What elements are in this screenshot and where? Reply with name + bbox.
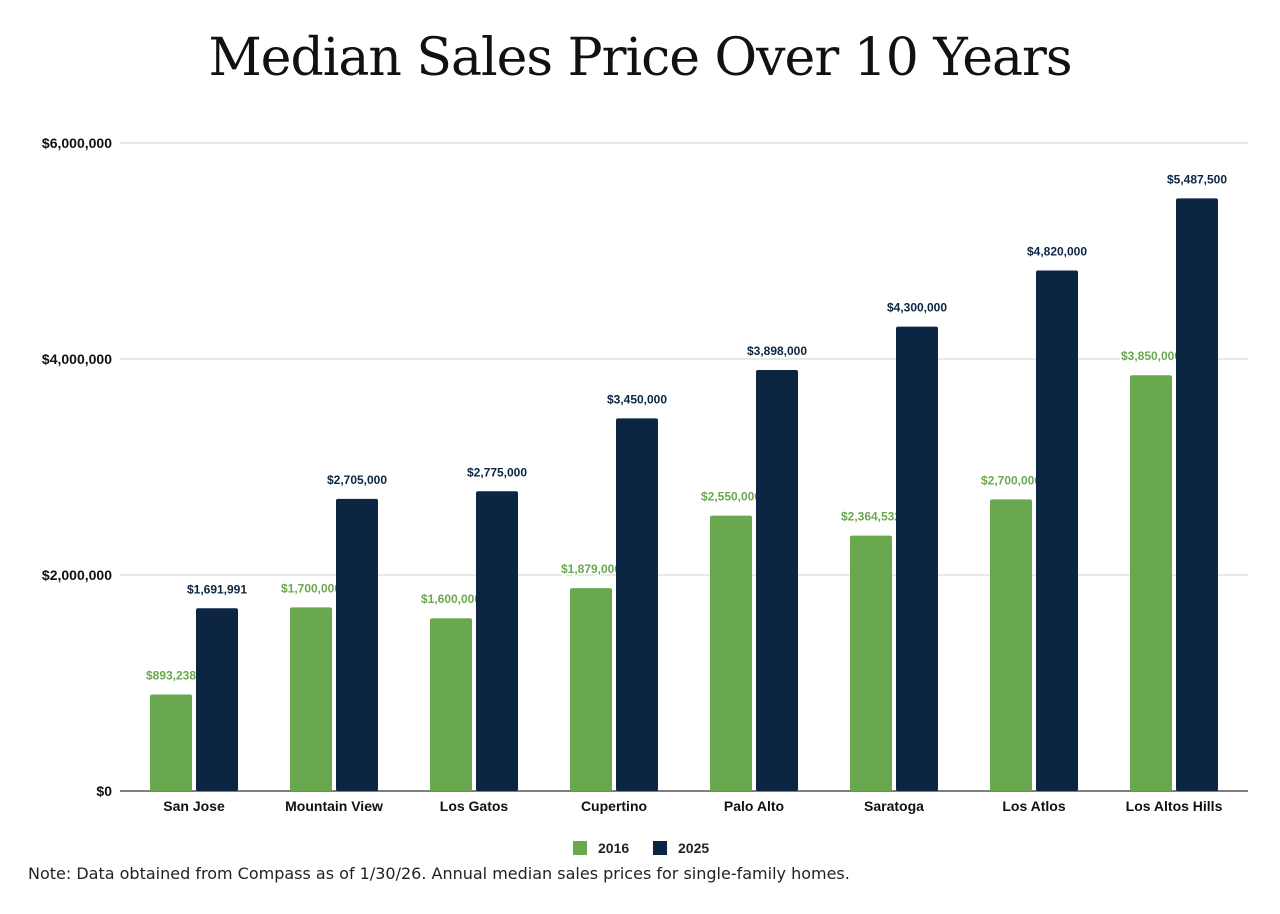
data-label: $4,820,000	[1027, 244, 1087, 258]
data-label: $2,550,000	[701, 490, 761, 504]
y-tick-label: $2,000,000	[42, 567, 112, 583]
data-label: $2,700,000	[981, 473, 1041, 487]
bar-2025-3	[616, 418, 658, 791]
x-tick-label: Cupertino	[581, 798, 647, 814]
data-label: $1,879,000	[561, 562, 621, 576]
y-tick-label: $0	[96, 783, 112, 799]
data-label: $3,898,000	[747, 344, 807, 358]
legend-label: 2016	[598, 840, 629, 856]
data-label: $2,364,532	[841, 510, 901, 524]
bar-2025-0	[196, 608, 238, 791]
data-label: $893,238	[146, 669, 196, 683]
data-label: $1,691,991	[187, 582, 247, 596]
data-label: $5,487,500	[1167, 172, 1227, 186]
legend-label: 2025	[678, 840, 709, 856]
bar-2025-4	[756, 370, 798, 791]
data-label: $2,705,000	[327, 473, 387, 487]
bar-2016-7	[1130, 375, 1172, 791]
x-tick-label: Los Altos Hills	[1126, 798, 1223, 814]
bar-2025-5	[896, 326, 938, 791]
bar-2016-0	[150, 694, 192, 791]
data-label: $1,600,000	[421, 592, 481, 606]
bar-2016-2	[430, 618, 472, 791]
footnote: Note: Data obtained from Compass as of 1…	[28, 864, 850, 883]
bar-2025-6	[1036, 270, 1078, 791]
x-tick-label: Los Atlos	[1002, 798, 1065, 814]
bar-2016-6	[990, 499, 1032, 791]
data-label: $3,450,000	[607, 392, 667, 406]
x-tick-label: Saratoga	[864, 798, 924, 814]
bar-2025-1	[336, 498, 378, 791]
bar-2016-5	[850, 535, 892, 791]
data-label: $4,300,000	[887, 301, 947, 315]
bar-2025-7	[1176, 198, 1218, 792]
x-tick-label: Los Gatos	[440, 798, 509, 814]
y-tick-label: $4,000,000	[42, 351, 112, 367]
chart-title: Median Sales Price Over 10 Years	[208, 28, 1072, 88]
y-tick-label: $6,000,000	[42, 135, 112, 151]
x-tick-label: San Jose	[163, 798, 225, 814]
bar-2016-3	[570, 588, 612, 791]
x-tick-label: Mountain View	[285, 798, 383, 814]
bar-2025-2	[476, 491, 518, 791]
data-label: $3,850,000	[1121, 349, 1181, 363]
legend-swatch-2025	[653, 841, 667, 855]
legend-swatch-2016	[573, 841, 587, 855]
x-tick-label: Palo Alto	[724, 798, 784, 814]
data-label: $1,700,000	[281, 581, 341, 595]
data-label: $2,775,000	[467, 465, 527, 479]
bar-2016-4	[710, 515, 752, 791]
bar-2016-1	[290, 607, 332, 791]
